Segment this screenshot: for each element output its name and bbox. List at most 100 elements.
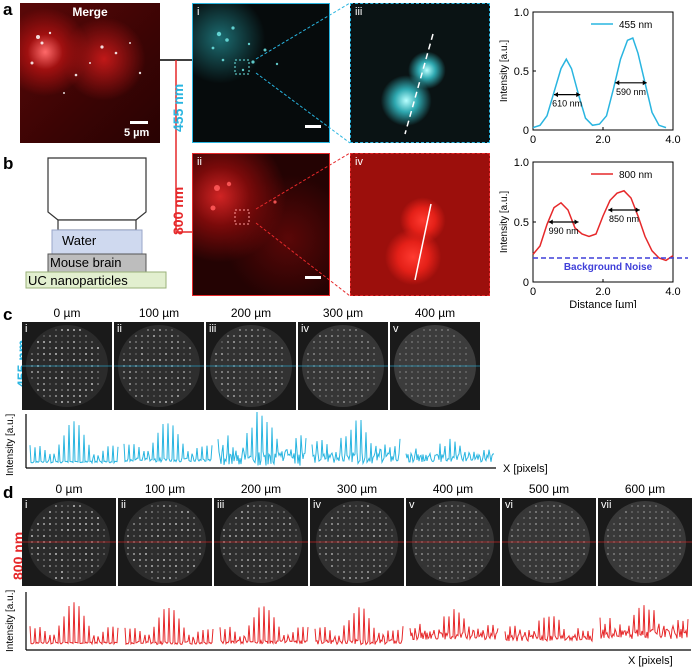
depth-label: 200 µm [230, 306, 272, 320]
label-brain: Mouse brain [50, 255, 122, 270]
image-i: i [192, 3, 330, 143]
panel-label-d: d [3, 483, 14, 502]
depth-image: i [22, 498, 116, 586]
y-axis-label: Intensity [a.u.] [499, 40, 510, 102]
depth-image: iii [214, 498, 308, 586]
intensity-trace-455 [25, 412, 496, 469]
depth-label: 600 µm [624, 482, 666, 496]
roman-label: i [25, 499, 28, 511]
scale-bar [130, 121, 148, 124]
depth-image: ii [114, 322, 204, 410]
depth-label: 0 µm [53, 306, 81, 320]
x-tick-label: 4.0 [665, 134, 680, 146]
label-800nm: 800 nm [170, 186, 186, 235]
depth-label: 100 µm [144, 482, 186, 496]
depth-image: ii [118, 498, 212, 586]
panel-label-c: c [3, 305, 13, 324]
trace-segment [405, 438, 495, 464]
annotation-1: 610 nm [552, 99, 582, 109]
axis-ylabel-d: Intensity [a.u.] [5, 589, 16, 652]
roman-label: iii [209, 323, 217, 335]
label-water: Water [62, 233, 97, 248]
depth-label: 300 µm [336, 482, 378, 496]
trace-segment [599, 605, 689, 640]
roman-label: v [409, 499, 415, 511]
roman-iv: iv [355, 156, 363, 168]
objective-lens [47, 157, 147, 221]
roman-label: iii [217, 499, 225, 511]
roman-label: ii [117, 323, 122, 335]
image-iv: iv [350, 153, 490, 296]
depth-image: iii [206, 322, 296, 410]
y-tick-label: 0.5 [514, 217, 529, 229]
x-axis-label: Distance [µm] [569, 299, 636, 308]
water-block [51, 229, 143, 255]
line-plot-455: 1.0 0.5 00 2.0 4.0 455 nm Intensity [a.u.] 610 … [499, 7, 681, 146]
axis-xlabel-d: X [pixels] [628, 655, 673, 667]
roman-label: vi [505, 499, 513, 511]
merge-title: Merge [72, 5, 108, 19]
image-ii: ii [192, 153, 330, 296]
label-uc: UC nanoparticles [28, 273, 128, 288]
legend-label: 455 nm [619, 20, 652, 31]
axis-ylabel-c: Intensity [a.u.] [5, 413, 16, 476]
trace-segment [123, 423, 213, 464]
depth-image: vii [598, 498, 692, 586]
nanoparticle-layer [25, 271, 167, 289]
background-noise-label: Background Noise [564, 262, 653, 273]
depth-image: vi [502, 498, 596, 586]
trace-segment [124, 607, 214, 646]
trace-segment [29, 421, 119, 465]
depth-label: 400 µm [432, 482, 474, 496]
y-tick-label: 0 [523, 277, 529, 289]
roman-label: i [25, 323, 28, 335]
depth-label: 500 µm [528, 482, 570, 496]
panel-label-a: a [3, 0, 13, 19]
x-tick-label: 2.0 [595, 134, 610, 146]
roman-label: ii [121, 499, 126, 511]
depth-label: 0 µm [55, 482, 83, 496]
x-tick-label: 0 [530, 134, 536, 146]
trace-segment [504, 616, 594, 643]
schematic [25, 157, 167, 289]
connector-lines [160, 59, 192, 233]
roman-i: i [197, 6, 200, 18]
scale-label: 5 µm [124, 127, 150, 139]
annotation-1: 990 nm [549, 226, 579, 236]
trace-segment [29, 602, 119, 646]
merge-image: Merge 5 µm [20, 3, 160, 143]
trace-segment [314, 607, 404, 646]
depth-label: 300 µm [322, 306, 364, 320]
image-iii: iii [350, 3, 490, 143]
roman-label: vii [601, 499, 612, 511]
depth-label: 400 µm [414, 306, 456, 320]
depth-image: v [390, 322, 480, 410]
trace-segment [219, 606, 309, 645]
depth-image: iv [298, 322, 388, 410]
depth-image: iv [310, 498, 404, 586]
y-axis-label: Intensity [a.u.] [499, 191, 510, 253]
trace-segment [409, 609, 499, 641]
panel-label-b: b [3, 154, 14, 173]
roman-label: iv [313, 499, 321, 511]
roman-label: v [393, 323, 399, 335]
x-tick-label: 0 [530, 286, 536, 298]
trace-segment [311, 419, 401, 466]
x-tick-label: 4.0 [665, 286, 680, 298]
zoom-lines [255, 2, 350, 297]
legend-label: 800 nm [619, 170, 652, 181]
roman-ii: ii [197, 156, 202, 168]
y-tick-label: 0.5 [514, 66, 529, 78]
axis-xlabel-c: X [pixels] [503, 463, 548, 475]
line-plot-800: 1.0 0.5 00 2.0 4.0 800 nm Intensity [a.u.] Dist… [499, 157, 688, 308]
depth-label: 200 µm [240, 482, 282, 496]
roman-label: iv [301, 323, 309, 335]
depth-image: i [22, 322, 112, 410]
y-tick-label: 1.0 [514, 157, 529, 169]
intensity-trace-800 [25, 592, 691, 651]
label-455nm: 455 nm [170, 83, 186, 132]
annotation-2: 590 nm [616, 87, 646, 97]
trace-segment [217, 412, 307, 466]
depth-image: v [406, 498, 500, 586]
x-tick-label: 2.0 [595, 286, 610, 298]
